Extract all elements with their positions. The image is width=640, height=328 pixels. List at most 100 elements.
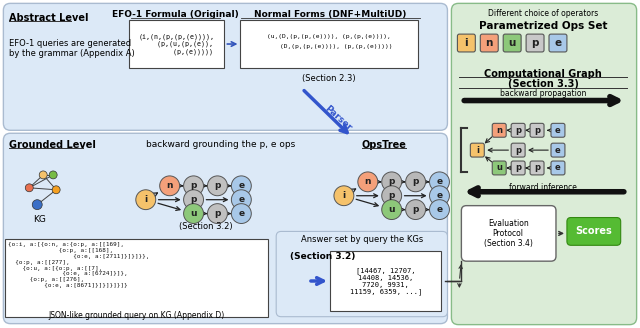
- Circle shape: [232, 176, 252, 196]
- Bar: [129, 20, 225, 68]
- Text: Abstract Level: Abstract Level: [10, 13, 89, 23]
- Text: EFO-1 queries are generated
by the grammar (Appendix A): EFO-1 queries are generated by the gramm…: [10, 39, 135, 58]
- Circle shape: [406, 172, 426, 192]
- Text: Grounded Level: Grounded Level: [10, 140, 96, 150]
- FancyBboxPatch shape: [511, 161, 525, 175]
- Text: Scores: Scores: [575, 226, 612, 236]
- Text: Normal Forms (DNF+MultiUD): Normal Forms (DNF+MultiUD): [254, 10, 406, 19]
- Text: e: e: [436, 205, 442, 214]
- FancyBboxPatch shape: [276, 232, 447, 317]
- Circle shape: [207, 176, 227, 196]
- Circle shape: [49, 171, 57, 179]
- FancyBboxPatch shape: [511, 123, 525, 137]
- FancyBboxPatch shape: [530, 161, 544, 175]
- Text: e: e: [555, 163, 561, 173]
- Circle shape: [39, 171, 47, 179]
- FancyBboxPatch shape: [511, 143, 525, 157]
- Circle shape: [184, 204, 204, 223]
- Text: (D,(p,(p,(e)))), (p,(p,(e))))): (D,(p,(p,(e)))), (p,(p,(e))))): [265, 44, 393, 49]
- Text: n: n: [166, 181, 173, 190]
- Text: n: n: [365, 177, 371, 186]
- Circle shape: [232, 190, 252, 210]
- Text: e: e: [555, 146, 561, 154]
- Text: JSON-like grounded query on KG (Appendix D): JSON-like grounded query on KG (Appendix…: [49, 311, 225, 320]
- Bar: [241, 20, 417, 68]
- Text: EFO-1 Formula (Original): EFO-1 Formula (Original): [112, 10, 239, 19]
- FancyBboxPatch shape: [470, 143, 484, 157]
- FancyBboxPatch shape: [3, 3, 447, 130]
- Circle shape: [184, 190, 204, 210]
- Circle shape: [232, 204, 252, 223]
- Circle shape: [406, 200, 426, 219]
- Text: e: e: [555, 126, 561, 135]
- Text: backward grounding the p, e ops: backward grounding the p, e ops: [146, 140, 295, 149]
- Text: Answer set by query the KGs: Answer set by query the KGs: [301, 236, 423, 244]
- Text: n: n: [486, 38, 493, 48]
- Text: p: p: [214, 181, 221, 190]
- Text: e: e: [238, 195, 244, 204]
- Text: p: p: [515, 163, 521, 173]
- Text: i: i: [342, 191, 346, 200]
- Text: (Section 3.3): (Section 3.3): [508, 79, 579, 89]
- Circle shape: [381, 186, 402, 206]
- Text: forward inference: forward inference: [509, 183, 577, 192]
- FancyBboxPatch shape: [458, 34, 476, 52]
- Text: p: p: [534, 163, 540, 173]
- Circle shape: [160, 176, 180, 196]
- FancyBboxPatch shape: [567, 217, 621, 245]
- Circle shape: [381, 172, 402, 192]
- Circle shape: [334, 186, 354, 206]
- Text: i: i: [465, 38, 468, 48]
- FancyBboxPatch shape: [480, 34, 498, 52]
- Text: e: e: [238, 181, 244, 190]
- Text: p: p: [388, 177, 395, 186]
- Text: {o:i, a:[{o:n, a:{o:p, a:[[169],
              {o:p, a:[[168],
                 : {o:i, a:[{o:n, a:{o:p, a:[[169], {o:p, a…: [8, 242, 150, 288]
- Circle shape: [52, 186, 60, 194]
- Circle shape: [26, 184, 33, 192]
- Circle shape: [207, 204, 227, 223]
- FancyBboxPatch shape: [551, 161, 565, 175]
- Text: p: p: [412, 205, 419, 214]
- FancyBboxPatch shape: [3, 133, 447, 324]
- Text: n: n: [496, 126, 502, 135]
- FancyBboxPatch shape: [461, 206, 556, 261]
- Text: p: p: [190, 195, 196, 204]
- Bar: [5, 239, 268, 317]
- FancyBboxPatch shape: [530, 123, 544, 137]
- FancyBboxPatch shape: [492, 123, 506, 137]
- Text: [14467, 12707,
14408, 14536,
7720, 9931,
11159, 6359, ...]: [14467, 12707, 14408, 14536, 7720, 9931,…: [349, 267, 422, 295]
- Circle shape: [429, 186, 449, 206]
- Text: p: p: [531, 38, 539, 48]
- Text: (Section 3.2): (Section 3.2): [290, 252, 355, 261]
- Text: (Section 3.2): (Section 3.2): [179, 221, 232, 231]
- Text: (u,(D,(p,(p,(e)))), (p,(p,(e)))),: (u,(D,(p,(p,(e)))), (p,(p,(e)))),: [267, 33, 391, 39]
- FancyBboxPatch shape: [451, 3, 637, 325]
- Text: p: p: [388, 191, 395, 200]
- Text: OpsTree: OpsTree: [362, 140, 406, 150]
- Circle shape: [358, 172, 378, 192]
- FancyBboxPatch shape: [549, 34, 567, 52]
- Text: Computational Graph: Computational Graph: [484, 69, 602, 79]
- Text: e: e: [436, 177, 442, 186]
- FancyBboxPatch shape: [551, 123, 565, 137]
- Text: p: p: [515, 146, 521, 154]
- FancyBboxPatch shape: [503, 34, 521, 52]
- Text: p: p: [190, 181, 196, 190]
- Text: p: p: [214, 209, 221, 218]
- Text: (Section 2.3): (Section 2.3): [302, 74, 356, 83]
- Circle shape: [381, 200, 402, 219]
- Text: e: e: [436, 191, 442, 200]
- Text: i: i: [476, 146, 479, 154]
- Circle shape: [429, 200, 449, 219]
- FancyBboxPatch shape: [551, 143, 565, 157]
- Text: (i,(n,(p,(p,(e)))),
    (p,(u,(p,(e)),
        (p,(e))))): (i,(n,(p,(p,(e)))), (p,(u,(p,(e)), (p,(e…: [139, 33, 214, 55]
- Text: e: e: [238, 209, 244, 218]
- Circle shape: [184, 176, 204, 196]
- Text: Parser: Parser: [323, 104, 353, 133]
- Text: Evaluation
Protocol
(Section 3.4): Evaluation Protocol (Section 3.4): [484, 218, 532, 248]
- Text: KG: KG: [33, 215, 45, 224]
- Circle shape: [429, 172, 449, 192]
- Text: e: e: [554, 38, 561, 48]
- Text: p: p: [412, 177, 419, 186]
- Circle shape: [136, 190, 156, 210]
